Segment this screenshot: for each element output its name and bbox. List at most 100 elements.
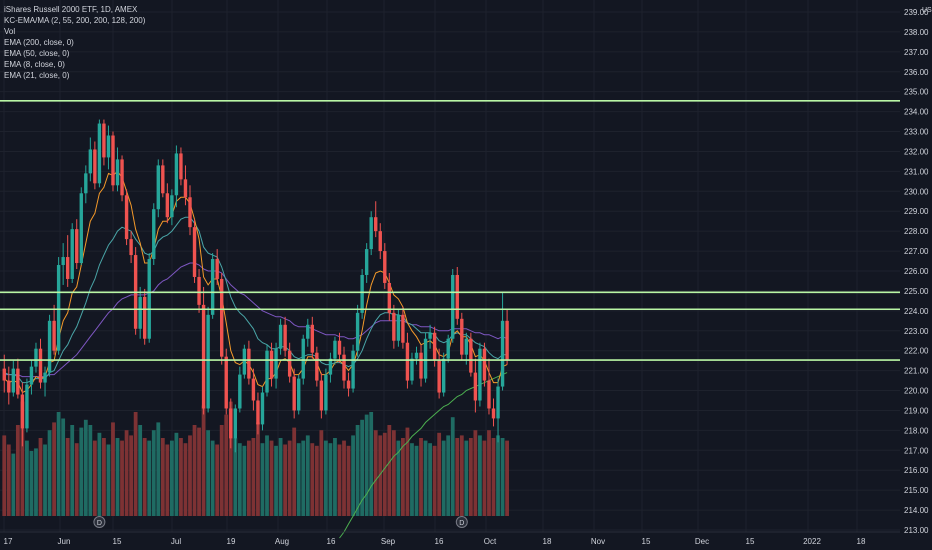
candle-body[interactable] [369,217,373,250]
legend-indicator-ema21[interactable]: EMA (21, close, 0) [4,71,70,80]
candle-body[interactable] [79,193,83,264]
candle-body[interactable] [220,278,224,357]
dividend-marker[interactable] [455,516,468,528]
candle-body[interactable] [161,165,165,194]
dividend-marker[interactable] [93,516,106,528]
candle-body[interactable] [297,378,301,411]
candle-body[interactable] [319,380,324,411]
candle-body[interactable] [478,348,482,401]
candle-body[interactable] [437,360,441,393]
candle-body[interactable] [428,332,432,339]
candle-body[interactable] [473,372,478,401]
candle-body[interactable] [310,324,315,353]
candle-body[interactable] [34,348,38,367]
candle-body[interactable] [496,386,500,419]
candle-body[interactable] [251,378,256,401]
candle-body[interactable] [97,123,102,184]
candle-body[interactable] [351,350,355,389]
candle-body[interactable] [401,314,405,343]
candle-body[interactable] [419,352,423,379]
candle-body[interactable] [170,195,174,218]
candle-body[interactable] [7,380,11,393]
candle-body[interactable] [269,350,274,379]
candle-body[interactable] [215,259,219,279]
candle-body[interactable] [315,352,319,381]
candle-body[interactable] [29,366,34,385]
candle-body[interactable] [192,227,197,277]
candle-body[interactable] [260,392,265,425]
legend-indicator-kc[interactable]: KC-EMA/MA (2, 55, 200, 200, 128, 200) [4,16,146,25]
candle-body[interactable] [233,408,237,439]
candle-body[interactable] [129,239,133,256]
candle-body[interactable] [242,348,247,375]
candle-body[interactable] [355,312,360,351]
candle-body[interactable] [152,209,156,260]
candle-body[interactable] [56,265,61,351]
candle-body[interactable] [229,408,233,439]
candle-body[interactable] [183,179,188,198]
candle-body[interactable] [61,257,65,266]
candle-body[interactable] [38,348,43,383]
candle-body[interactable] [188,197,192,228]
candle-body[interactable] [378,231,382,252]
candle-body[interactable] [414,352,419,359]
candle-body[interactable] [102,123,106,158]
candle-body[interactable] [482,348,487,381]
candle-body[interactable] [75,229,79,264]
candle-body[interactable] [451,274,455,339]
candle-body[interactable] [238,374,242,409]
candle-body[interactable] [342,354,346,381]
candle-body[interactable] [405,342,410,381]
candle-body[interactable] [306,324,310,339]
candle-body[interactable] [333,340,337,359]
candle-body[interactable] [11,368,16,393]
candle-body[interactable] [337,340,342,355]
candle-body[interactable] [247,348,251,379]
candle-body[interactable] [210,259,215,315]
candle-body[interactable] [392,312,396,341]
candle-body[interactable] [179,153,183,180]
candle-body[interactable] [287,350,292,377]
candle-body[interactable] [505,320,509,360]
legend-indicator-vol[interactable]: Vol [4,27,16,36]
candle-body[interactable] [301,338,305,379]
legend-indicator-ema50[interactable]: EMA (50, close, 0) [4,49,70,58]
candle-body[interactable] [43,372,47,383]
candle-body[interactable] [364,249,369,275]
candle-body[interactable] [423,338,428,379]
candle-body[interactable] [387,282,392,313]
candle-body[interactable] [491,408,496,419]
candle-body[interactable] [464,338,469,355]
candle-body[interactable] [70,229,74,279]
candle-body[interactable] [174,153,179,196]
candle-body[interactable] [432,332,437,361]
candle-body[interactable] [20,394,25,429]
candle-body[interactable] [328,358,333,375]
candle-body[interactable] [500,320,505,387]
candle-body[interactable] [446,338,450,359]
candle-body[interactable] [138,296,142,329]
candle-body[interactable] [224,356,228,409]
candle-body[interactable] [147,259,151,339]
candle-body[interactable] [88,149,93,174]
candle-body[interactable] [487,380,491,409]
candle-body[interactable] [93,149,97,184]
candle-body[interactable] [65,257,70,279]
candle-body[interactable] [120,159,124,196]
candle-body[interactable] [2,368,6,381]
candle-body[interactable] [383,251,387,283]
legend-indicator-ema8[interactable]: EMA (8, close, 0) [4,60,65,69]
candle-body[interactable] [115,159,120,186]
candle-body[interactable] [460,318,464,355]
candle-body[interactable] [25,384,29,429]
candle-body[interactable] [265,350,269,393]
candle-body[interactable] [256,400,260,425]
candle-body[interactable] [374,217,378,232]
candle-body[interactable] [455,274,459,319]
candle-body[interactable] [201,304,206,409]
time-axis[interactable]: 17 Jun 15 Jul 19 Aug 16 Sep 16 Oct 18 Nov 15 Dec 15 202… [0,531,900,546]
candle-body[interactable] [124,195,129,240]
candle-body[interactable] [206,314,210,409]
candle-body[interactable] [360,274,364,313]
